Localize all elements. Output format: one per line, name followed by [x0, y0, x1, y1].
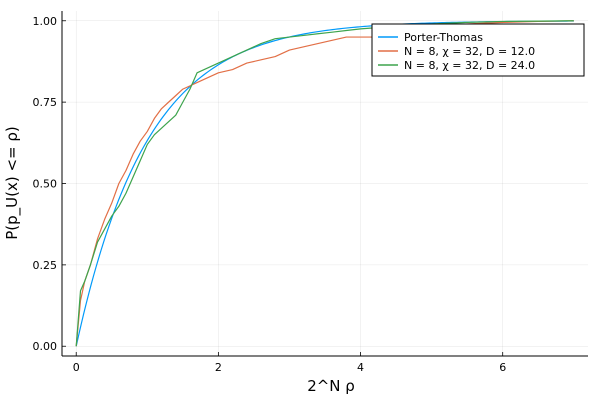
legend-label: N = 8, χ = 32, D = 12.0	[404, 45, 535, 58]
legend-label: Porter-Thomas	[404, 31, 483, 44]
y-tick-label: 0.25	[33, 259, 58, 272]
x-tick-label: 2	[215, 361, 222, 374]
y-tick-label: 0.50	[33, 178, 58, 191]
y-axis-label: P(p_U(x) <= ρ)	[3, 126, 22, 240]
legend-box	[371, 23, 585, 77]
x-axis-label: 2^N ρ	[307, 377, 355, 395]
y-tick-label: 0.75	[33, 96, 58, 109]
legend-label: N = 8, χ = 32, D = 24.0	[404, 59, 535, 72]
tick-labels: 0 2 4 6 0.00 0.25 0.50 0.75 1.00	[33, 15, 507, 374]
y-tick-label: 1.00	[33, 15, 58, 28]
x-tick-label: 4	[357, 361, 364, 374]
x-tick-label: 6	[499, 361, 506, 374]
x-tick-label: 0	[73, 361, 80, 374]
y-tick-label: 0.00	[33, 340, 58, 353]
axes	[61, 11, 588, 357]
